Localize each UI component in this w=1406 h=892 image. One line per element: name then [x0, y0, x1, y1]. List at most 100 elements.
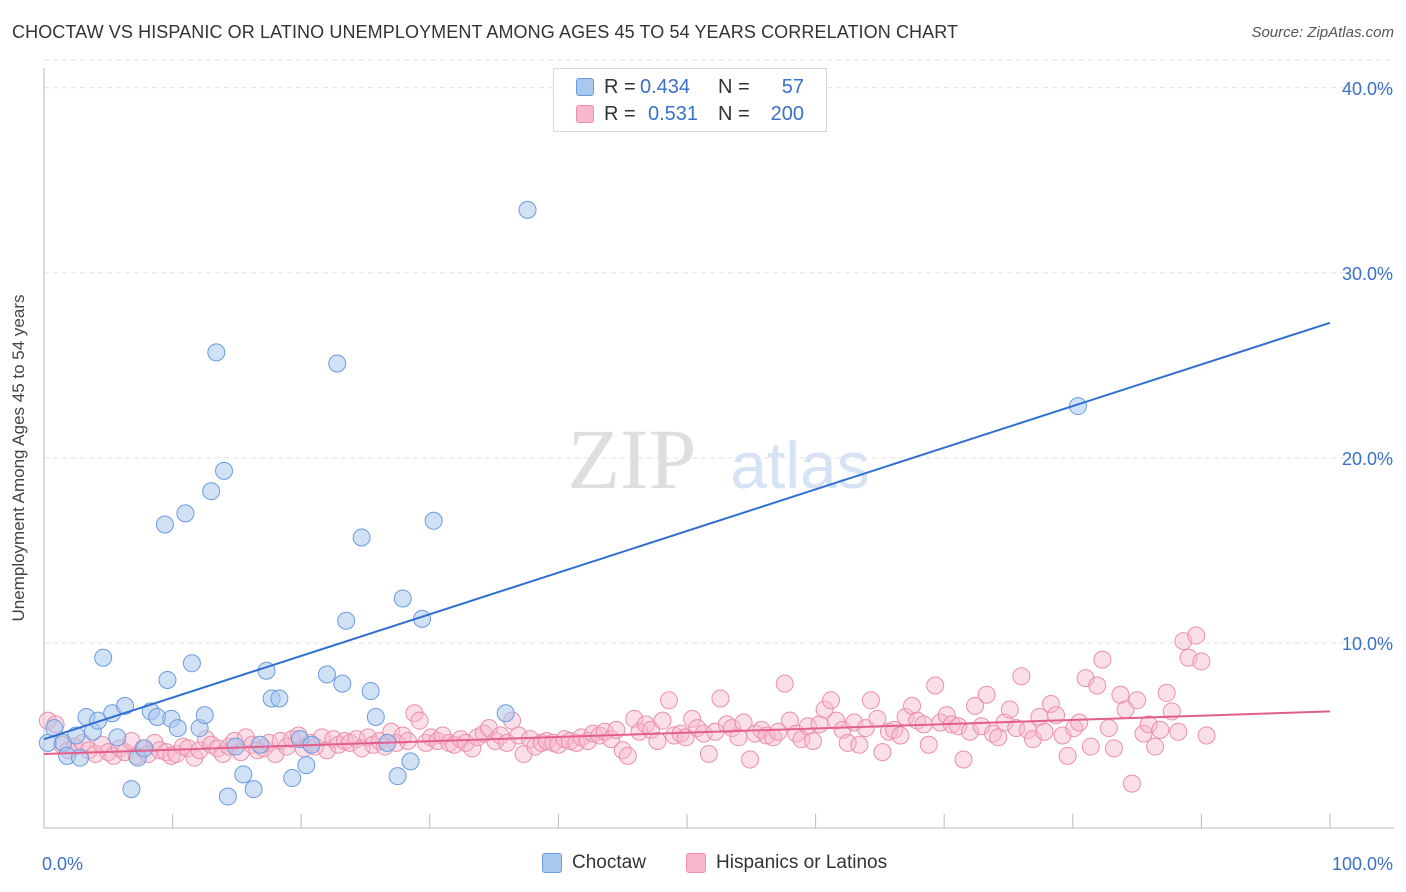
choctaw-point: [361, 682, 380, 701]
correlation-legend: R = 0.434 N = 57 R = 0.531 N = 200: [553, 68, 827, 132]
watermark-atlas: atlas: [730, 428, 869, 502]
choctaw-point: [317, 665, 336, 684]
hispanic-point: [1035, 722, 1054, 741]
choctaw-point: [168, 719, 187, 738]
hispanic-point: [827, 711, 846, 730]
hispanic-point: [648, 732, 667, 751]
choctaw-point: [94, 648, 113, 667]
hispanic-point: [711, 689, 730, 708]
hispanic-point: [653, 711, 672, 730]
chart-source: Source: ZipAtlas.com: [1251, 24, 1394, 41]
legend-n-value: 57: [781, 75, 804, 98]
hispanic-point: [1151, 720, 1170, 739]
choctaw-points: [38, 200, 1087, 806]
hispanic-point: [1146, 737, 1165, 756]
legend-swatch-choctaw: [576, 78, 594, 96]
hispanic-point: [1169, 722, 1188, 741]
choctaw-point: [251, 735, 270, 754]
y-tick-label: 10.0%: [1342, 634, 1393, 654]
legend-n-label: N =: [718, 102, 750, 125]
hispanic-point: [966, 696, 985, 715]
tick-labels: 10.0% 20.0% 30.0% 40.0% 0.0% 100.0%: [42, 79, 1393, 874]
hispanic-point: [1134, 724, 1153, 743]
hispanic-point: [630, 722, 649, 741]
hispanic-point: [92, 735, 111, 754]
choctaw-point: [67, 726, 86, 745]
choctaw-point: [155, 515, 174, 534]
hispanic-point: [764, 728, 783, 747]
hispanic-point: [1041, 695, 1060, 714]
choctaw-point: [202, 482, 221, 501]
bottom-legend-label-hispanic: Hispanics or Latinos: [716, 852, 888, 873]
hispanic-trend-line: [43, 710, 1331, 755]
hispanic-point: [954, 750, 973, 769]
choctaw-point: [176, 504, 195, 523]
hispanic-point: [1070, 713, 1089, 732]
hispanic-point: [769, 722, 788, 741]
hispanic-point: [1093, 650, 1112, 669]
hispanic-point: [919, 735, 938, 754]
choctaw-point: [122, 780, 141, 799]
choctaw-point: [218, 787, 237, 806]
choctaw-point: [283, 769, 302, 788]
choctaw-point: [424, 511, 443, 530]
hispanic-point: [1099, 719, 1118, 738]
hispanic-point: [514, 744, 533, 763]
hispanic-point: [931, 713, 950, 732]
legend-r-value: 0.531: [648, 102, 699, 125]
legend-n-value: 200: [770, 102, 804, 125]
choctaw-point: [108, 728, 127, 747]
choctaw-point: [135, 739, 154, 758]
choctaw-point: [352, 528, 371, 547]
hispanic-point: [873, 743, 892, 762]
hispanic-point: [1139, 715, 1158, 734]
x-tick-label-min: 0.0%: [42, 854, 83, 874]
bottom-legend-label-choctaw: Choctaw: [572, 852, 646, 873]
bottom-legend-swatch-hispanic: [686, 853, 706, 873]
choctaw-point: [1068, 397, 1087, 416]
hispanic-point: [1023, 730, 1042, 749]
hispanic-point: [977, 685, 996, 704]
trend-lines: [43, 321, 1331, 755]
hispanic-point: [757, 726, 776, 745]
choctaw-point: [388, 767, 407, 786]
bottom-legend-swatch-choctaw: [542, 853, 562, 873]
hispanic-point: [1088, 676, 1107, 695]
choctaw-point: [207, 343, 226, 362]
choctaw-trend-line: [43, 321, 1331, 741]
hispanic-point: [1157, 683, 1176, 702]
choctaw-point: [496, 704, 515, 723]
hispanic-point: [659, 691, 678, 710]
hispanic-point: [1007, 719, 1026, 738]
hispanic-point: [1192, 652, 1211, 671]
hispanic-point: [804, 732, 823, 751]
hispanic-point: [190, 741, 209, 760]
hispanic-point: [567, 733, 586, 752]
bottom-legend-choctaw: Choctaw: [542, 852, 646, 874]
hispanic-point: [1076, 669, 1095, 688]
hispanic-point: [393, 726, 412, 745]
hispanic-point: [1012, 667, 1031, 686]
hispanic-point: [410, 711, 429, 730]
choctaw-point: [215, 461, 234, 480]
hispanic-point: [989, 728, 1008, 747]
legend-r-label: R =: [604, 75, 636, 98]
choctaw-point: [297, 756, 316, 775]
hispanic-point: [1053, 726, 1072, 745]
choctaw-point: [158, 670, 177, 689]
hispanic-point: [1197, 726, 1216, 745]
hispanic-point: [1058, 746, 1077, 765]
legend-row-choctaw: R = 0.434 N = 57: [576, 74, 804, 100]
watermark: ZIP atlas: [568, 411, 870, 507]
choctaw-point: [234, 765, 253, 784]
choctaw-point: [270, 689, 289, 708]
hispanic-point: [618, 746, 637, 765]
hispanic-point: [694, 724, 713, 743]
choctaw-point: [116, 696, 135, 715]
y-tick-label: 20.0%: [1342, 449, 1393, 469]
hispanic-point: [741, 750, 760, 769]
hispanic-point: [984, 724, 1003, 743]
hispanic-point: [613, 741, 632, 760]
legend-swatch-hispanic: [576, 105, 594, 123]
